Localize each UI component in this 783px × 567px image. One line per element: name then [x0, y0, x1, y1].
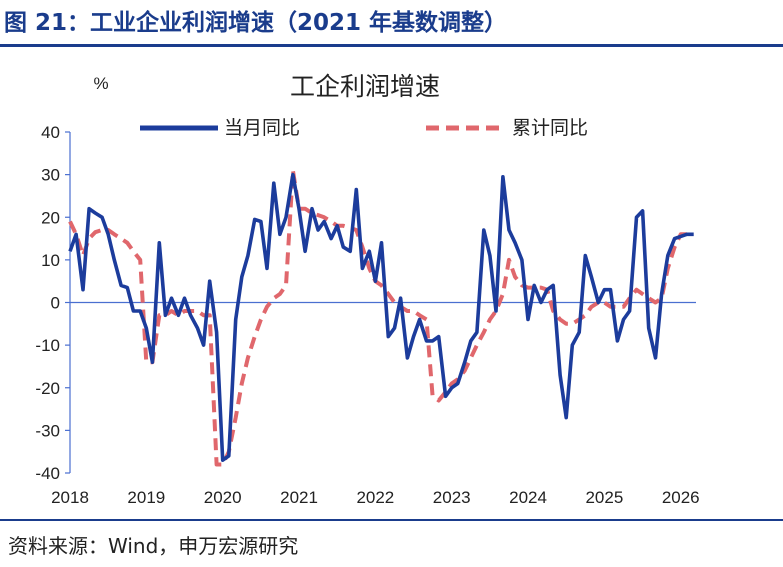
x-tick-label: 2024: [509, 488, 547, 507]
series-line-monthly: [68, 172, 694, 463]
figure-title: 图 21：工业企业利润增速（2021 年基数调整）: [4, 10, 508, 36]
y-tick-label: -20: [35, 379, 60, 398]
y-tick-label: 0: [51, 294, 60, 313]
y-tick-label: 10: [41, 251, 60, 270]
title-rule: [0, 44, 783, 47]
legend-label-cumulative: 累计同比: [512, 117, 588, 139]
y-tick-label: 20: [41, 208, 60, 227]
x-tick-label: 2026: [662, 488, 700, 507]
y-tick-label: -30: [35, 421, 60, 440]
axes: -40 -30 -20 -10 0 10 20 30 40 2018 2019 2020 2021 202…: [35, 123, 699, 507]
x-tick-label: 2021: [280, 488, 318, 507]
source-note: 资料来源：Wind，申万宏源研究: [8, 534, 299, 558]
y-tick-label: -40: [35, 464, 60, 483]
x-tick-label: 2025: [585, 488, 623, 507]
footer-rule: [0, 519, 783, 521]
chart-title: 工企利润增速: [290, 72, 440, 101]
y-tick-label: -10: [35, 336, 60, 355]
line-chart: 工企利润增速 % 当月同比 累计同比 -40 -30 -20 -10 0 10 20 30 40…: [35, 72, 699, 507]
series-line-cumulative: [68, 168, 694, 467]
y-tick-label: 40: [41, 123, 60, 142]
legend-label-monthly: 当月同比: [224, 117, 300, 139]
y-tick-label: 30: [41, 166, 60, 185]
plot-series: [68, 168, 694, 467]
x-tick-label: 2018: [51, 488, 89, 507]
x-tick-label: 2020: [204, 488, 242, 507]
y-axis-unit: %: [93, 74, 108, 93]
x-tick-label: 2019: [127, 488, 165, 507]
x-tick-label: 2022: [356, 488, 394, 507]
legend: 当月同比 累计同比: [140, 117, 588, 139]
x-tick-label: 2023: [433, 488, 471, 507]
